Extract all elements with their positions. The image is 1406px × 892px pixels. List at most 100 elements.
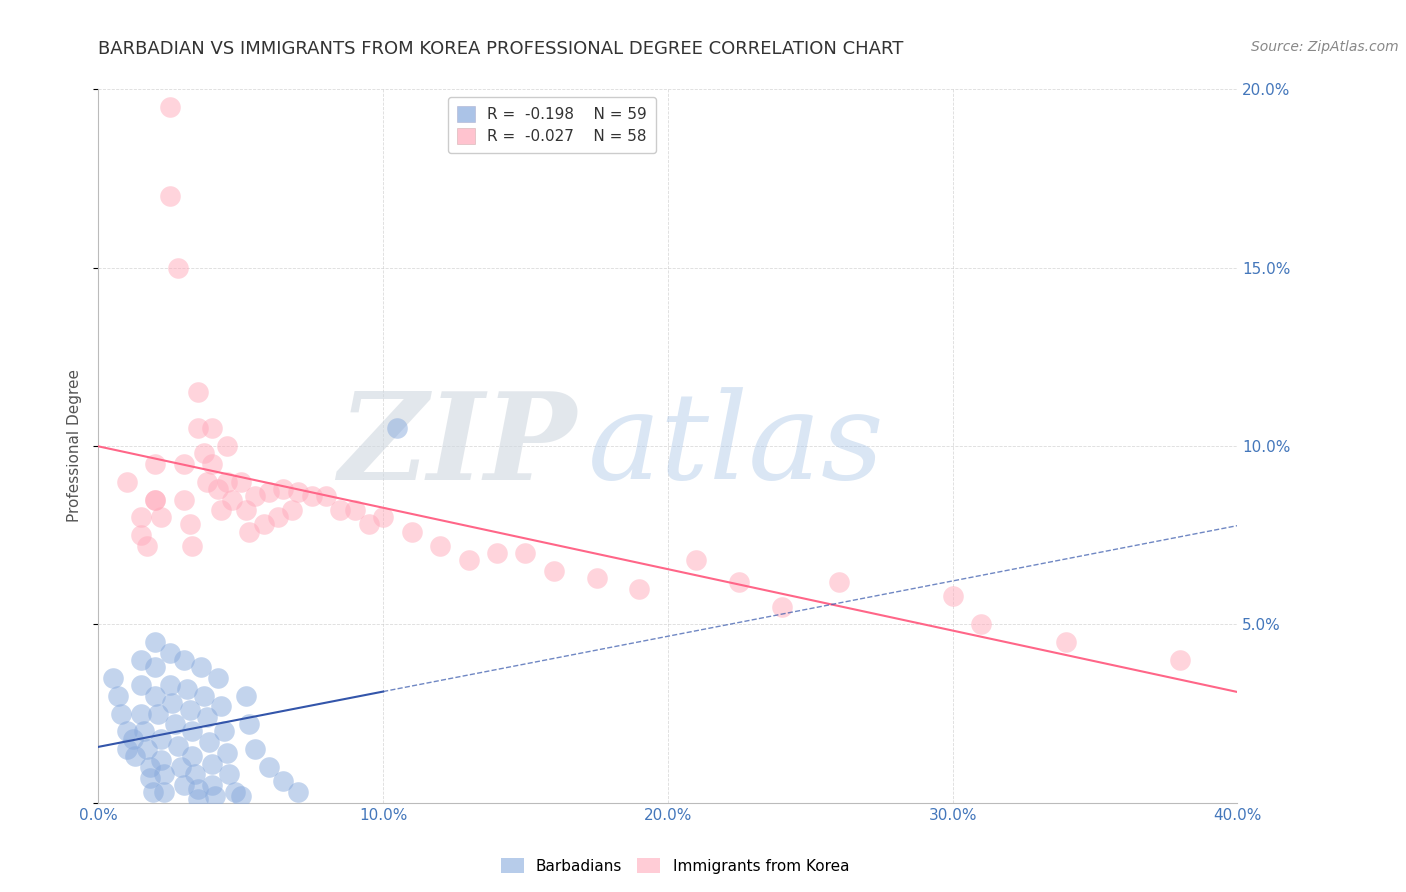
Point bbox=[770, 599, 793, 614]
Point bbox=[193, 689, 215, 703]
Text: Source: ZipAtlas.com: Source: ZipAtlas.com bbox=[1251, 40, 1399, 54]
Text: BARBADIAN VS IMMIGRANTS FROM KOREA PROFESSIONAL DEGREE CORRELATION CHART: BARBADIAN VS IMMIGRANTS FROM KOREA PROFE… bbox=[98, 40, 904, 58]
Point bbox=[259, 760, 281, 774]
Point bbox=[181, 749, 204, 764]
Point bbox=[129, 706, 152, 721]
Point bbox=[207, 482, 229, 496]
Point bbox=[252, 517, 274, 532]
Point bbox=[162, 696, 184, 710]
Point bbox=[273, 482, 295, 496]
Point bbox=[357, 517, 380, 532]
Point bbox=[167, 739, 190, 753]
Point bbox=[138, 760, 160, 774]
Point bbox=[207, 671, 229, 685]
Point bbox=[215, 475, 238, 489]
Point bbox=[176, 681, 198, 696]
Point bbox=[181, 539, 204, 553]
Point bbox=[543, 564, 565, 578]
Point bbox=[145, 492, 167, 507]
Point bbox=[129, 678, 152, 692]
Point bbox=[235, 503, 257, 517]
Point bbox=[150, 510, 173, 524]
Point bbox=[187, 792, 209, 806]
Point bbox=[173, 653, 195, 667]
Point bbox=[224, 785, 246, 799]
Point bbox=[1056, 635, 1078, 649]
Point bbox=[167, 260, 190, 275]
Point bbox=[221, 492, 243, 507]
Point bbox=[515, 546, 537, 560]
Point bbox=[218, 767, 240, 781]
Point bbox=[209, 699, 232, 714]
Point bbox=[198, 735, 221, 749]
Point bbox=[179, 517, 201, 532]
Point bbox=[187, 781, 209, 796]
Point bbox=[728, 574, 751, 589]
Point bbox=[173, 457, 195, 471]
Point bbox=[145, 457, 167, 471]
Point bbox=[159, 646, 181, 660]
Point bbox=[1170, 653, 1192, 667]
Point bbox=[153, 767, 176, 781]
Point bbox=[429, 539, 451, 553]
Point bbox=[101, 671, 124, 685]
Point bbox=[115, 742, 138, 756]
Point bbox=[145, 492, 167, 507]
Point bbox=[135, 742, 157, 756]
Point bbox=[179, 703, 201, 717]
Point bbox=[343, 503, 366, 517]
Point bbox=[201, 421, 224, 435]
Point bbox=[129, 653, 152, 667]
Point bbox=[301, 489, 323, 503]
Point bbox=[110, 706, 132, 721]
Point bbox=[215, 746, 238, 760]
Point bbox=[204, 789, 226, 803]
Point bbox=[229, 789, 252, 803]
Point bbox=[145, 635, 167, 649]
Point bbox=[685, 553, 707, 567]
Point bbox=[828, 574, 851, 589]
Point bbox=[628, 582, 651, 596]
Point bbox=[585, 571, 607, 585]
Point bbox=[329, 503, 352, 517]
Point bbox=[942, 589, 965, 603]
Point bbox=[457, 553, 479, 567]
Point bbox=[187, 385, 209, 400]
Point bbox=[135, 539, 157, 553]
Point bbox=[153, 785, 176, 799]
Point bbox=[170, 760, 193, 774]
Point bbox=[201, 778, 224, 792]
Point bbox=[195, 710, 218, 724]
Point bbox=[138, 771, 160, 785]
Point bbox=[173, 492, 195, 507]
Point bbox=[401, 524, 423, 539]
Point bbox=[238, 524, 260, 539]
Point bbox=[287, 785, 309, 799]
Point bbox=[190, 660, 212, 674]
Point bbox=[121, 731, 143, 746]
Point bbox=[287, 485, 309, 500]
Point bbox=[132, 724, 155, 739]
Point bbox=[193, 446, 215, 460]
Point bbox=[165, 717, 187, 731]
Point bbox=[150, 731, 173, 746]
Point bbox=[238, 717, 260, 731]
Point bbox=[115, 724, 138, 739]
Point bbox=[229, 475, 252, 489]
Text: atlas: atlas bbox=[588, 387, 884, 505]
Point bbox=[195, 475, 218, 489]
Point bbox=[184, 767, 207, 781]
Point bbox=[148, 706, 170, 721]
Point bbox=[281, 503, 304, 517]
Point bbox=[181, 724, 204, 739]
Point bbox=[201, 756, 224, 771]
Point bbox=[267, 510, 290, 524]
Point bbox=[187, 421, 209, 435]
Point bbox=[235, 689, 257, 703]
Point bbox=[212, 724, 235, 739]
Point bbox=[124, 749, 146, 764]
Point bbox=[201, 457, 224, 471]
Point bbox=[159, 678, 181, 692]
Point bbox=[145, 660, 167, 674]
Point bbox=[141, 785, 163, 799]
